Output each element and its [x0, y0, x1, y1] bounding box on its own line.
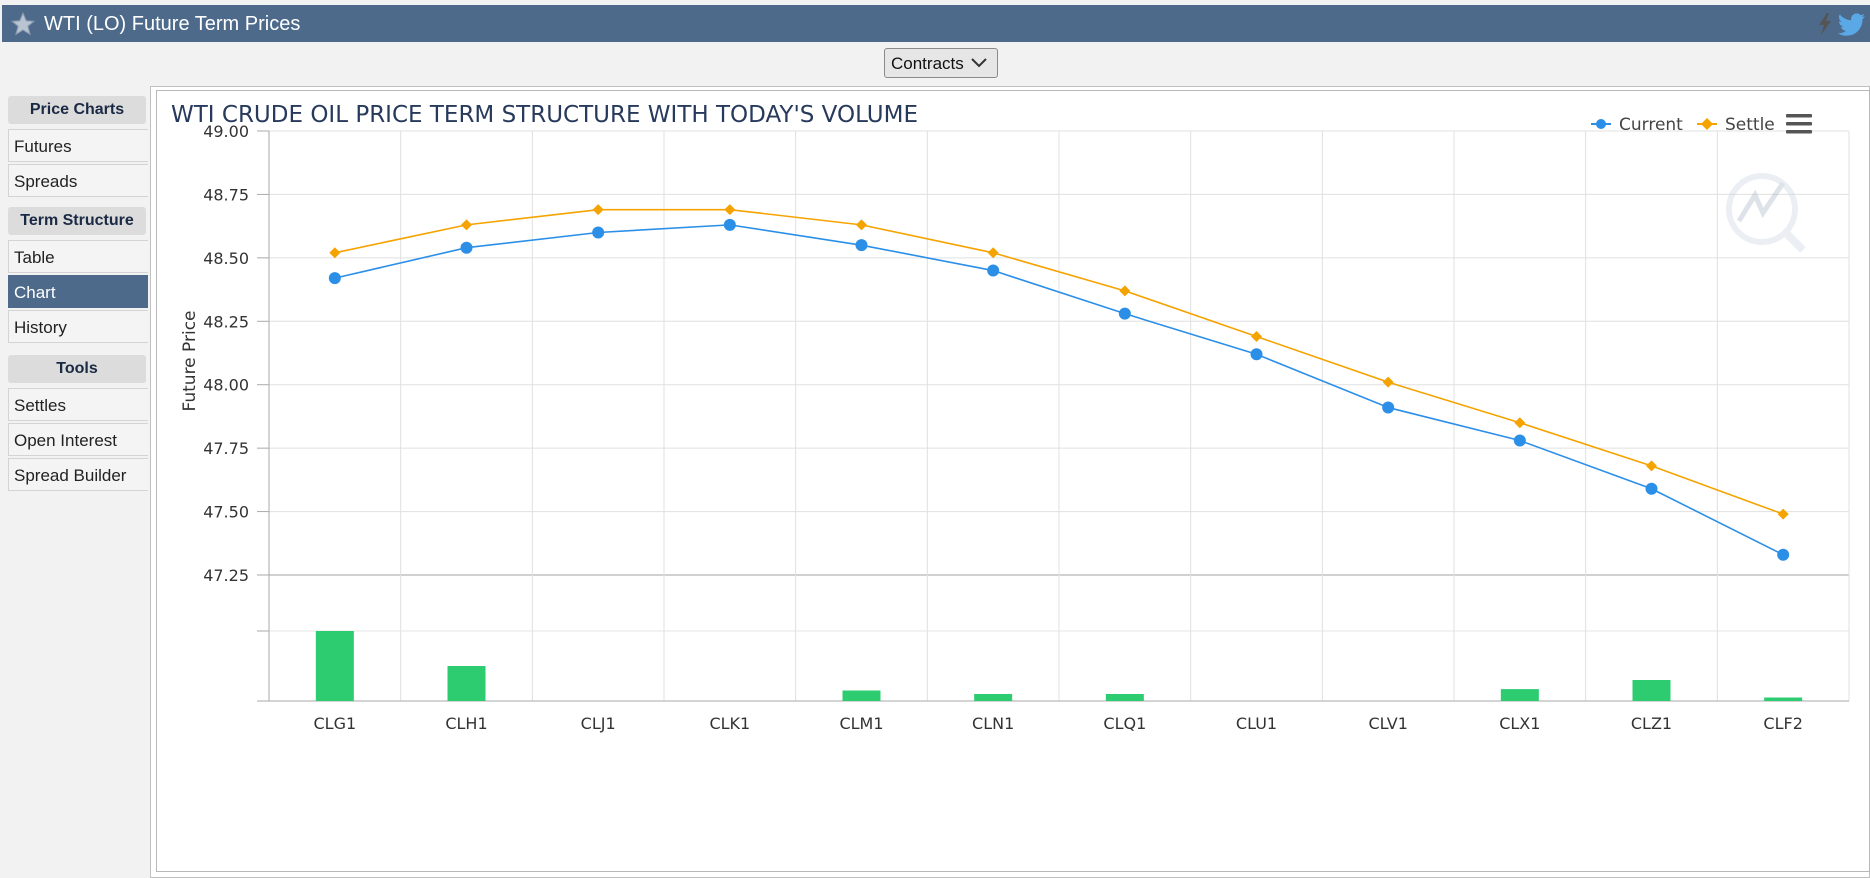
y-axis-title: Future Price	[180, 310, 200, 411]
x-tick-label: CLH1	[445, 714, 487, 733]
x-tick-label: CLU1	[1236, 714, 1277, 733]
x-tick-label: CLX1	[1499, 714, 1540, 733]
price-lines	[328, 204, 1790, 561]
y-tick-label: 47.75	[203, 439, 249, 458]
sidebar-item-table[interactable]: Table	[8, 240, 148, 273]
legend-marker-settle	[1701, 118, 1713, 130]
data-point-current[interactable]	[855, 239, 868, 252]
y-tick-label: 48.00	[203, 376, 249, 395]
data-point-settle[interactable]	[1119, 285, 1131, 297]
legend-item-settle[interactable]: Settle	[1697, 115, 1775, 135]
x-axis: CLG1 CLH1 CLJ1 CLK1 CLM1 CLN1 CLQ1 CLU1 CLV1 CLX1…	[313, 714, 1802, 733]
series-line-settle	[334, 208, 1784, 515]
chevron-down-icon	[971, 58, 987, 68]
sidebar-item-futures[interactable]: Futures	[8, 129, 148, 162]
x-tick-label: CLG1	[313, 714, 356, 733]
sidebar-item-open-interest[interactable]: Open Interest	[8, 423, 148, 456]
x-tick-label: CLM1	[839, 714, 883, 733]
volume-bar[interactable]	[1500, 689, 1539, 701]
data-point-current[interactable]	[328, 272, 341, 285]
volume-bar[interactable]	[1105, 694, 1144, 701]
hamburger-menu-icon[interactable]	[1786, 114, 1812, 134]
volume-bar[interactable]	[1764, 697, 1803, 702]
contracts-button-label: Contracts	[891, 54, 964, 73]
x-tick-label: CLN1	[972, 714, 1014, 733]
data-point-current[interactable]	[1777, 548, 1790, 561]
sidebar-item-settles[interactable]: Settles	[8, 388, 148, 421]
x-tick-label: CLF2	[1763, 714, 1802, 733]
contracts-dropdown-button[interactable]: Contracts	[884, 48, 998, 78]
x-tick-label: CLK1	[709, 714, 750, 733]
volume-bars	[315, 631, 1803, 702]
x-tick-label: CLQ1	[1103, 714, 1146, 733]
sidebar-nav: Price Charts Futures Spreads Term Struct…	[8, 96, 150, 491]
data-point-current[interactable]	[1250, 348, 1263, 361]
x-tick-label: CLZ1	[1631, 714, 1672, 733]
data-point-current[interactable]	[723, 218, 736, 231]
data-point-settle[interactable]	[724, 204, 736, 216]
y-tick-label: 48.25	[203, 312, 249, 331]
y-tick-label: 49.00	[203, 122, 249, 141]
volume-bar[interactable]	[974, 694, 1013, 701]
data-point-current[interactable]	[460, 241, 473, 254]
y-tick-label: 48.50	[203, 249, 249, 268]
legend: Current Settle	[1591, 115, 1775, 135]
data-point-settle[interactable]	[592, 204, 604, 216]
y-tick-label: 48.75	[203, 185, 249, 204]
sidebar-heading-term-structure: Term Structure	[8, 207, 146, 235]
x-tick-label: CLV1	[1368, 714, 1407, 733]
sidebar-item-spread-builder[interactable]: Spread Builder	[8, 458, 148, 491]
data-point-settle[interactable]	[856, 219, 867, 231]
volume-bar[interactable]	[315, 631, 354, 701]
sidebar-item-chart[interactable]: Chart	[8, 275, 148, 308]
volume-bar[interactable]	[842, 690, 881, 702]
data-point-settle[interactable]	[1251, 331, 1262, 343]
series-line-current	[334, 224, 1784, 556]
volume-bar[interactable]	[1632, 680, 1671, 701]
data-point-settle[interactable]	[329, 247, 341, 259]
data-point-current[interactable]	[1513, 434, 1526, 447]
sidebar-item-spreads[interactable]: Spreads	[8, 164, 148, 197]
data-point-settle[interactable]	[987, 247, 999, 259]
page-title: WTI (LO) Future Term Prices	[44, 13, 301, 35]
y-tick-label: 47.25	[203, 566, 249, 585]
data-point-current[interactable]	[1118, 307, 1131, 320]
lightning-icon[interactable]	[1816, 13, 1834, 35]
data-point-current[interactable]	[987, 264, 1000, 277]
sidebar-heading-price-charts: Price Charts	[8, 96, 146, 124]
data-point-current[interactable]	[1382, 401, 1395, 414]
y-tick-label: 47.50	[203, 503, 249, 522]
data-point-settle[interactable]	[1646, 460, 1657, 472]
chart-title: WTI CRUDE OIL PRICE TERM STRUCTURE WITH …	[171, 102, 918, 128]
sidebar-item-history[interactable]: History	[8, 310, 148, 343]
twitter-icon[interactable]	[1838, 13, 1866, 37]
data-point-current[interactable]	[592, 226, 605, 239]
legend-label-current: Current	[1619, 115, 1683, 135]
volume-bar[interactable]	[447, 666, 486, 701]
legend-item-current[interactable]: Current	[1591, 115, 1683, 135]
title-bar: WTI (LO) Future Term Prices	[2, 5, 1870, 42]
logo-watermark-icon	[1726, 173, 1806, 253]
y-axis: 49.00 48.75 48.50 48.25 48.00 47.75 47.50 47.25	[203, 122, 269, 632]
data-point-settle[interactable]	[1514, 417, 1526, 429]
x-tick-label: CLJ1	[581, 714, 616, 733]
chart-grid	[257, 130, 1850, 702]
data-point-settle[interactable]	[1382, 376, 1394, 388]
data-point-settle[interactable]	[461, 219, 472, 231]
term-structure-chart: WTI CRUDE OIL PRICE TERM STRUCTURE WITH …	[171, 102, 1850, 733]
data-point-settle[interactable]	[1777, 508, 1789, 520]
legend-marker-current	[1596, 119, 1606, 129]
chart-frame: WTI CRUDE OIL PRICE TERM STRUCTURE WITH …	[156, 90, 1870, 872]
sidebar-heading-tools: Tools	[8, 355, 146, 383]
legend-label-settle: Settle	[1725, 115, 1775, 135]
star-icon[interactable]	[10, 11, 36, 37]
data-point-current[interactable]	[1645, 482, 1658, 495]
